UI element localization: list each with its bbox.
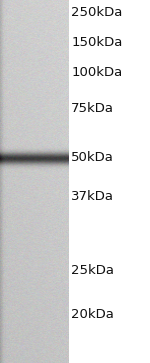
Text: 150kDa: 150kDa [71,36,123,49]
Text: 25kDa: 25kDa [71,264,114,277]
Text: 20kDa: 20kDa [71,309,114,322]
Text: 250kDa: 250kDa [71,5,123,19]
Text: 50kDa: 50kDa [71,151,114,164]
Text: 100kDa: 100kDa [71,65,123,78]
Text: 37kDa: 37kDa [71,189,114,203]
Text: 75kDa: 75kDa [71,102,114,114]
